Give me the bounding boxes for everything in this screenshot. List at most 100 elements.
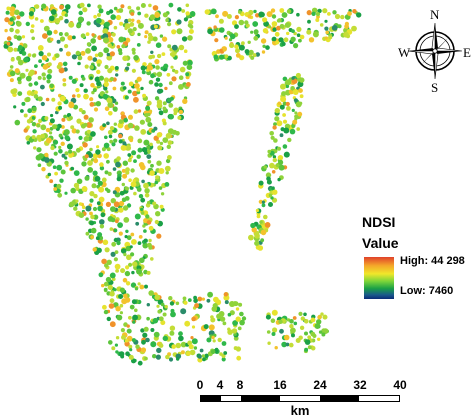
ndsi-point [141,179,145,184]
ndsi-point [169,325,176,331]
ndsi-point [173,111,177,116]
scale-segment [319,396,360,401]
ndsi-point [258,199,263,204]
ndsi-point [271,21,278,27]
ndsi-point [145,116,152,123]
ndsi-point [252,53,257,58]
ndsi-point [275,40,280,45]
ndsi-point [47,52,51,57]
ndsi-point [90,235,94,240]
ndsi-point [299,94,304,99]
ndsi-point [137,32,141,37]
ndsi-point [285,79,292,86]
ndsi-point [104,21,110,28]
ndsi-point [221,341,227,346]
ndsi-point [27,108,33,114]
ndsi-point [134,213,141,220]
ndsi-point [88,117,94,123]
ndsi-point [223,294,230,301]
ndsi-point [132,261,138,267]
ndsi-point [228,38,233,42]
ndsi-point [114,263,121,270]
ndsi-point [129,245,133,249]
ndsi-point [171,29,177,35]
ndsi-point [46,137,52,144]
ndsi-point [150,73,155,79]
ndsi-point [136,76,142,82]
ndsi-point [159,204,164,209]
ndsi-point [162,36,168,42]
ndsi-point [224,36,228,40]
ndsi-point [278,319,283,324]
ndsi-point [136,187,142,192]
ndsi-point [180,308,187,315]
ndsi-point [144,284,148,289]
ndsi-point [97,13,101,17]
ndsi-point [124,270,131,277]
ndsi-point [283,151,290,158]
ndsi-point [137,22,144,29]
ndsi-point [281,12,288,18]
ndsi-point [261,203,266,208]
ndsi-point [293,31,297,36]
ndsi-point [68,21,75,28]
ndsi-point [114,101,119,105]
ndsi-point [298,38,302,43]
ndsi-point [143,182,149,189]
ndsi-point [153,135,159,141]
ndsi-point [34,64,38,68]
ndsi-point [144,356,148,361]
ndsi-point [210,8,217,15]
ndsi-point [117,222,123,229]
ndsi-point [92,57,98,62]
ndsi-point [40,19,44,23]
ndsi-point [283,37,289,43]
ndsi-point [131,270,135,275]
ndsi-point [140,347,147,353]
ndsi-point [89,97,94,102]
ndsi-point [38,118,43,123]
ndsi-point [106,189,111,193]
ndsi-point [165,158,171,164]
ndsi-point [211,335,215,340]
ndsi-point [237,326,242,331]
ndsi-point [291,108,295,112]
ndsi-point [118,231,123,236]
ndsi-point [328,35,333,40]
ndsi-point [116,176,122,182]
ndsi-point [153,126,158,131]
ndsi-point [113,6,118,11]
ndsi-point [64,32,69,37]
ndsi-point [224,300,229,305]
ndsi-point [43,64,49,69]
ndsi-point [110,206,116,213]
ndsi-point [293,98,298,103]
ndsi-point [278,159,284,165]
ndsi-point [256,214,261,219]
ndsi-point [134,83,140,89]
ndsi-point [169,330,175,336]
ndsi-point [252,21,259,27]
ndsi-point [87,160,93,166]
ndsi-point [166,72,171,77]
ndsi-point [268,202,273,207]
ndsi-point [272,157,277,163]
ndsi-point [227,55,232,61]
ndsi-point [219,48,223,52]
ndsi-point [107,129,113,135]
ndsi-point [138,162,145,168]
ndsi-point [136,19,141,24]
ndsi-point [16,15,21,20]
ndsi-point [162,312,167,317]
ndsi-point [289,342,294,348]
ndsi-point [152,201,157,206]
ndsi-point [152,354,157,359]
ndsi-point [59,95,66,102]
ndsi-point [89,65,94,70]
ndsi-point [84,154,89,159]
ndsi-point [119,303,124,308]
ndsi-point [261,50,266,54]
ndsi-point [10,88,16,95]
ndsi-point [324,19,328,23]
ndsi-point [42,33,48,39]
